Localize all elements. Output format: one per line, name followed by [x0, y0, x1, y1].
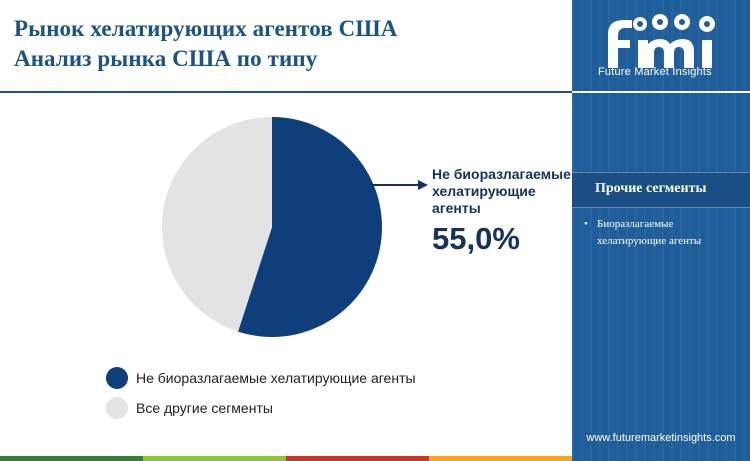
legend-item-other-segments: Все другие сегменты — [106, 396, 416, 420]
pie-slice-other-segments — [161, 117, 272, 332]
bottom-bar-segment — [143, 456, 286, 461]
callout-label: Не биоразлагаемые хелатирующие агенты — [432, 166, 571, 216]
legend-label: Не биоразлагаемые хелатирующие агенты — [136, 370, 416, 386]
bottom-color-bar — [0, 456, 572, 461]
other-segments-list: • Биоразлагаемые хелатирующие агенты — [584, 216, 744, 250]
chart-legend: Не биоразлагаемые хелатирующие агенты Вс… — [106, 366, 416, 426]
bottom-bar-segment — [429, 456, 572, 461]
title-divider — [0, 91, 572, 93]
logo-wordmark: Future Market Insights — [598, 66, 712, 78]
list-item: • Биоразлагаемые хелатирующие агенты — [584, 216, 744, 250]
legend-swatch — [106, 397, 128, 419]
bullet-icon: • — [584, 218, 588, 230]
sidebar-divider — [572, 91, 750, 93]
callout-arrow-head — [418, 180, 428, 190]
pie-chart — [161, 117, 428, 337]
bottom-bar-segment — [0, 456, 143, 461]
legend-label: Все другие сегменты — [136, 400, 273, 416]
sidebar: Future Market Insights Прочие сегменты •… — [572, 0, 750, 461]
other-segments-header: Прочие сегменты — [572, 172, 750, 208]
main-panel: Рынок хелатирующих агентов США Анализ ры… — [0, 16, 572, 461]
sidebar-texture — [572, 0, 750, 461]
callout-value: 55,0% — [432, 221, 520, 256]
legend-swatch — [106, 367, 128, 389]
list-item-label: Биоразлагаемые хелатирующие агенты — [597, 218, 702, 247]
fmi-logo — [608, 14, 715, 68]
website-link[interactable]: www.futuremarketinsights.com — [586, 432, 736, 444]
bottom-bar-segment — [286, 456, 429, 461]
page-title: Рынок хелатирующих агентов США — [14, 16, 398, 41]
legend-item-non-biodegradable: Не биоразлагаемые хелатирующие агенты — [106, 366, 416, 390]
panel-title: Прочие сегменты — [595, 181, 707, 196]
highlight-callout: Не биоразлагаемые хелатирующие агенты 55… — [432, 166, 572, 257]
page-subtitle: Анализ рынка США по типу — [14, 46, 318, 71]
pie-slice-non-biodegradable — [238, 117, 382, 337]
